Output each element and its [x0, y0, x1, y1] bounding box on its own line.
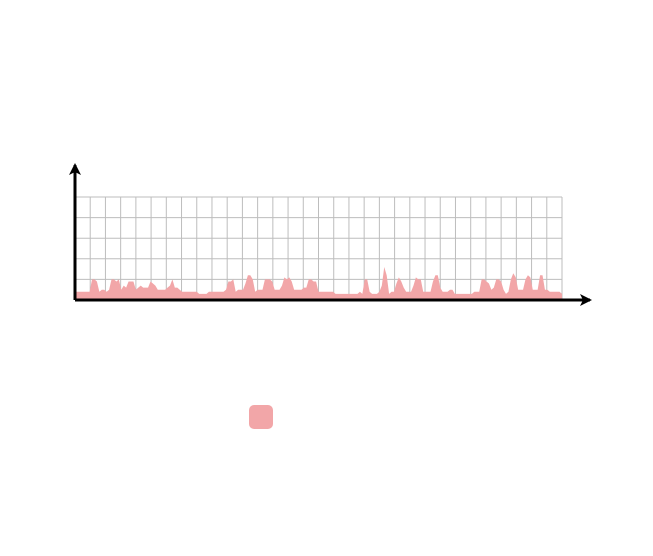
area-series	[75, 267, 562, 300]
area-series-0	[75, 267, 562, 300]
legend-swatch	[249, 405, 273, 429]
